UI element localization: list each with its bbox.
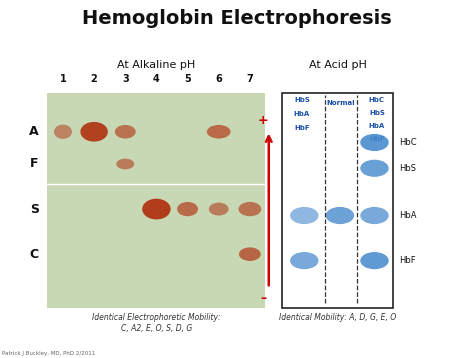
Text: HbC: HbC [369, 97, 385, 103]
Ellipse shape [239, 247, 261, 261]
Text: HbS: HbS [294, 97, 310, 103]
Text: –: – [260, 292, 266, 305]
Text: HbC: HbC [399, 138, 417, 147]
Text: Identical Electrophoretic Mobility:: Identical Electrophoretic Mobility: [92, 313, 221, 322]
Ellipse shape [326, 207, 354, 224]
Text: HbS: HbS [369, 110, 385, 116]
Ellipse shape [81, 122, 108, 142]
Ellipse shape [115, 125, 136, 139]
Text: 7: 7 [246, 74, 253, 84]
Text: 4: 4 [153, 74, 160, 84]
Text: HbF: HbF [369, 136, 385, 142]
Text: F: F [30, 158, 39, 170]
Text: HbA: HbA [369, 123, 385, 129]
Text: 1: 1 [60, 74, 66, 84]
Text: S: S [30, 203, 39, 216]
Text: 5: 5 [184, 74, 191, 84]
Text: HbA: HbA [399, 211, 417, 220]
Bar [47, 93, 265, 308]
Ellipse shape [142, 199, 171, 219]
Text: Hemoglobin Electrophoresis: Hemoglobin Electrophoresis [82, 9, 392, 28]
Ellipse shape [209, 203, 228, 216]
Ellipse shape [290, 252, 319, 269]
Text: Normal: Normal [327, 100, 355, 106]
Text: HbS: HbS [399, 164, 416, 173]
Text: 2: 2 [91, 74, 98, 84]
Ellipse shape [360, 160, 389, 177]
Text: Identical Mobility: A, D, G, E, O: Identical Mobility: A, D, G, E, O [279, 313, 396, 322]
Ellipse shape [54, 125, 72, 139]
Ellipse shape [360, 134, 389, 151]
Text: At Alkaline pH: At Alkaline pH [117, 60, 196, 70]
Ellipse shape [207, 125, 230, 139]
Text: A: A [29, 125, 39, 138]
Text: At Acid pH: At Acid pH [309, 60, 367, 70]
Ellipse shape [177, 202, 198, 216]
Text: 3: 3 [122, 74, 128, 84]
Text: +: + [258, 114, 268, 127]
Bar [282, 93, 393, 308]
Ellipse shape [360, 207, 389, 224]
Text: HbA: HbA [294, 111, 310, 117]
Text: C, A2, E, O, S, D, G: C, A2, E, O, S, D, G [121, 324, 192, 333]
Text: HbF: HbF [294, 125, 310, 131]
Text: Patrick J Buckley, MD, PhD 2/2011: Patrick J Buckley, MD, PhD 2/2011 [2, 351, 96, 356]
Text: HbF: HbF [399, 256, 416, 265]
Text: C: C [30, 248, 39, 261]
Ellipse shape [116, 159, 134, 169]
Ellipse shape [290, 207, 319, 224]
Text: 6: 6 [215, 74, 222, 84]
Ellipse shape [360, 252, 389, 269]
Ellipse shape [238, 202, 261, 216]
